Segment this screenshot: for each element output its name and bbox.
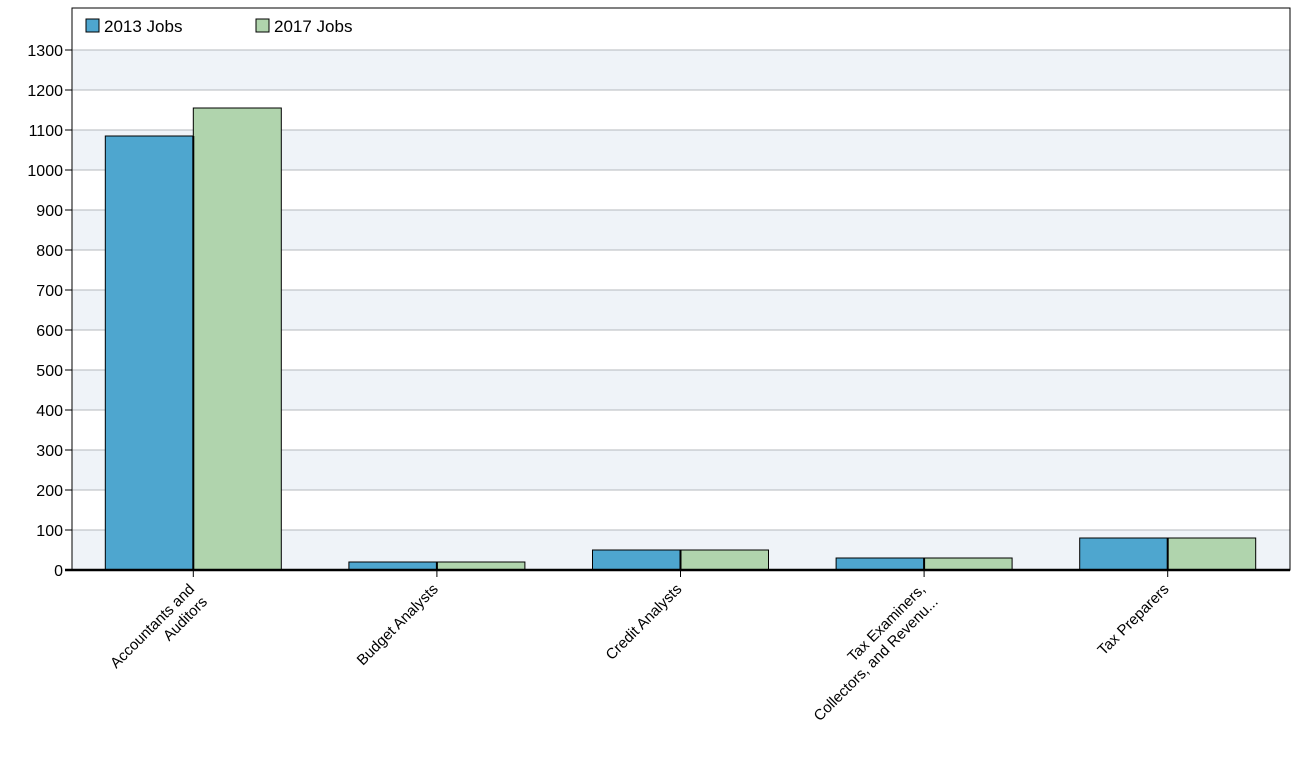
y-tick-label: 300 (36, 443, 63, 460)
x-tick-label-line: Collectors, and Revenu... (811, 594, 942, 725)
y-axis: 0 100 200 300 400 500 600 700 800 900 1000 1100 1200… (27, 43, 72, 580)
x-tick-label: Budget Analysts (354, 581, 442, 669)
y-tick-label: 400 (36, 403, 63, 420)
x-tick-label: Tax Examiners,Collectors, and Revenu... (811, 581, 942, 725)
legend-label: 2017 Jobs (274, 17, 352, 36)
legend-swatch (255, 18, 270, 33)
plot-band (72, 50, 1290, 90)
bar-2013-jobs (835, 557, 925, 571)
x-tick-label-line: Tax Preparers (1094, 581, 1172, 659)
y-tick-label: 1000 (27, 163, 63, 180)
y-tick-label: 800 (36, 243, 63, 260)
x-tick-label: Credit Analysts (603, 581, 686, 664)
legend-label: 2013 Jobs (104, 17, 182, 36)
y-tick-label: 600 (36, 323, 63, 340)
y-tick-label: 1200 (27, 83, 63, 100)
bar-2013-jobs (1079, 537, 1169, 571)
legend-swatch (85, 18, 100, 33)
plot-frame (71, 7, 1291, 571)
legend: 2013 Jobs 2017 Jobs (85, 17, 352, 36)
bar-2017-jobs (923, 557, 1013, 571)
bar-2017-jobs (192, 107, 282, 571)
x-tick-label: Tax Preparers (1094, 581, 1172, 659)
y-tick-label: 1100 (29, 123, 64, 140)
y-tick-label: 100 (36, 523, 63, 540)
bars (104, 107, 1257, 571)
y-tick-label: 1300 (27, 43, 63, 60)
y-tick-label: 900 (36, 203, 63, 220)
bar-2017-jobs (680, 549, 769, 571)
bar-2017-jobs (1167, 537, 1257, 571)
y-tick-label: 0 (54, 563, 63, 580)
bar-2013-jobs (592, 549, 681, 571)
y-tick-label: 700 (36, 283, 63, 300)
x-tick-label-line: Credit Analysts (603, 581, 686, 664)
y-tick-label: 500 (36, 363, 63, 380)
x-tick-label-line: Budget Analysts (354, 581, 442, 669)
bar-2013-jobs (104, 135, 194, 571)
y-tick-label: 200 (36, 483, 63, 500)
